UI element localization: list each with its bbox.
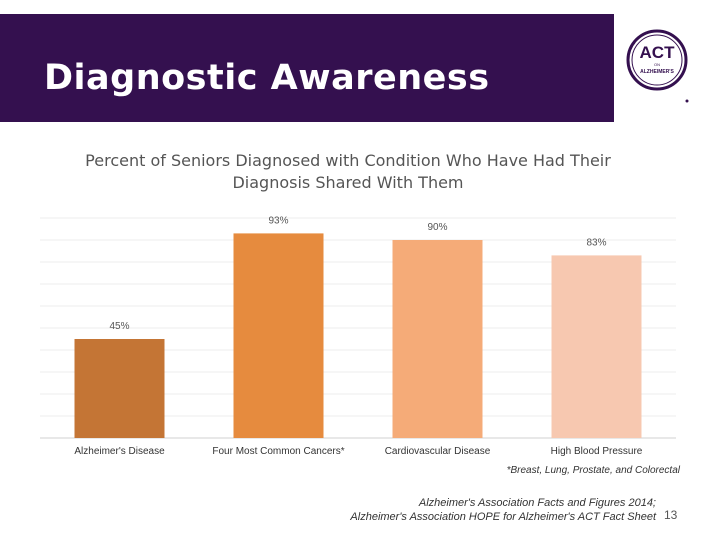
header-band	[0, 14, 614, 122]
bar	[74, 339, 165, 438]
bar	[392, 240, 483, 438]
bar	[551, 255, 642, 438]
logo-small-text-2: ALZHEIMER'S	[640, 69, 674, 75]
x-tick-label: Alzheimer's Disease	[74, 446, 165, 457]
data-label: 90%	[427, 222, 447, 233]
x-tick-label: High Blood Pressure	[551, 446, 643, 457]
x-tick-label: Cardiovascular Disease	[385, 446, 491, 457]
logo-main-text: ACT	[640, 43, 676, 62]
page-title: Diagnostic Awareness	[44, 58, 490, 98]
logo-small-text-1: ON	[654, 62, 660, 67]
data-label: 83%	[586, 237, 606, 248]
bar-chart: 45% Alzheimer's Disease 93% Four Most Commo…	[40, 215, 676, 457]
source-citation: Alzheimer's Association Facts and Figure…	[300, 496, 656, 524]
act-logo: ACT ON ALZHEIMER'S	[626, 29, 689, 103]
footnote: *Breast, Lung, Prostate, and Colorectal	[506, 465, 680, 476]
data-label: 45%	[109, 321, 129, 332]
source-line-2: Alzheimer's Association HOPE for Alzheim…	[350, 511, 656, 523]
page-number: 13	[664, 508, 678, 522]
source-line-1: Alzheimer's Association Facts and Figure…	[418, 497, 656, 509]
data-label: 93%	[268, 215, 288, 226]
chart-title: Percent of Seniors Diagnosed with Condit…	[85, 151, 611, 192]
bar	[233, 233, 324, 438]
x-tick-label: Four Most Common Cancers*	[212, 446, 344, 457]
